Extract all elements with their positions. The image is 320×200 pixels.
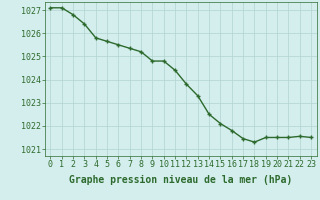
X-axis label: Graphe pression niveau de la mer (hPa): Graphe pression niveau de la mer (hPa) — [69, 175, 292, 185]
